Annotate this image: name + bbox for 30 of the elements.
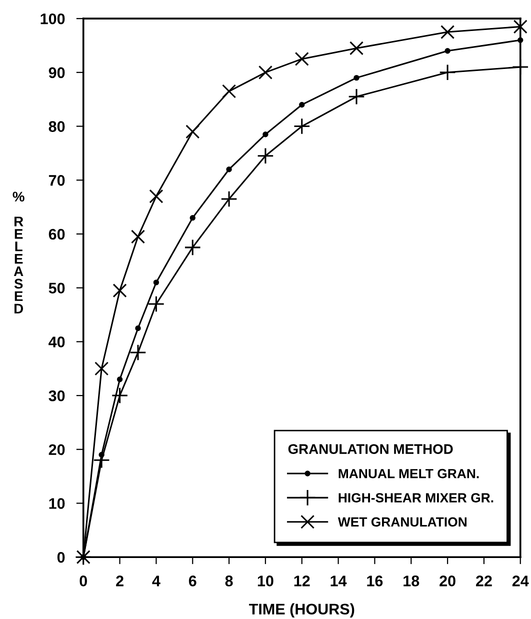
legend-title: GRANULATION METHOD — [288, 444, 453, 454]
x-tick-label: 8 — [225, 576, 233, 586]
x-tick-label: 22 — [476, 576, 492, 586]
x-tick-label: 2 — [116, 576, 124, 586]
legend-label: MANUAL MELT GRAN. — [338, 468, 479, 478]
y-tick-label: 50 — [48, 282, 65, 294]
x-tick-label: 12 — [294, 576, 310, 586]
x-tick-label: 14 — [330, 576, 347, 586]
legend-label: WET GRANULATION — [338, 517, 466, 527]
y-tick-label: 10 — [49, 498, 65, 509]
text: % RELEASED — [12, 192, 24, 314]
y-tick-label: 40 — [48, 336, 65, 348]
y-tick-label: 100 — [40, 13, 65, 24]
y-tick-label: 30 — [48, 390, 65, 402]
x-tick-label: 18 — [404, 576, 420, 586]
y-tick-label: 90 — [48, 67, 65, 78]
x-tick-label: 10 — [258, 576, 274, 586]
y-tick-label: 20 — [48, 444, 65, 456]
y-tick-label: 70 — [48, 174, 65, 186]
x-tick-label: 16 — [367, 576, 383, 586]
x-tick-label: 24 — [512, 576, 529, 586]
y-tick-label: 60 — [48, 228, 65, 240]
x-tick-label: 6 — [188, 576, 196, 586]
x-tick-label: 0 — [80, 576, 87, 586]
x-tick-label: 20 — [440, 576, 456, 586]
y-tick-label: 80 — [48, 121, 65, 132]
legend-label: HIGH-SHEAR MIXER GR. — [338, 493, 494, 502]
x-tick-label: 4 — [152, 576, 160, 586]
x-axis-title: TIME (HOURS) — [249, 603, 354, 618]
y-tick-label: 0 — [57, 552, 65, 563]
